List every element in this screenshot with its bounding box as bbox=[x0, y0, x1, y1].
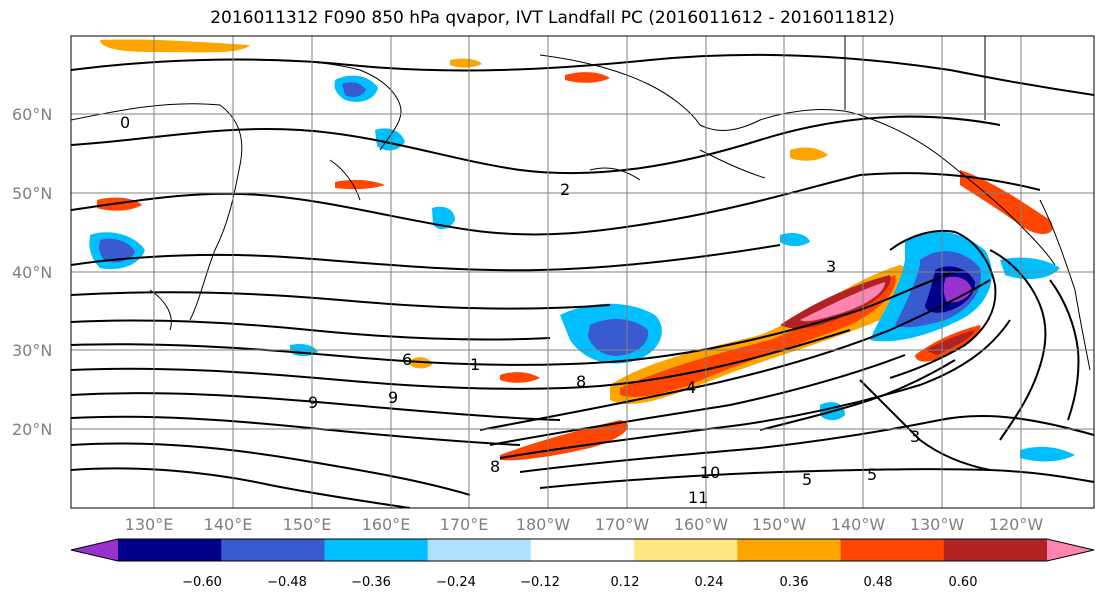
lon-label: 180°W bbox=[516, 515, 571, 534]
lon-label: 130°W bbox=[910, 515, 965, 534]
contour-label: 3 bbox=[826, 257, 836, 276]
ivt-contours bbox=[71, 53, 1094, 508]
contour-label: 0 bbox=[120, 113, 130, 132]
graticule bbox=[71, 36, 1094, 508]
colorbar-tick-label: −0.12 bbox=[520, 575, 560, 590]
lon-label: 170°W bbox=[595, 515, 650, 534]
coastlines bbox=[71, 36, 1091, 371]
contour-label: 5 bbox=[867, 465, 877, 484]
colorbar-segment bbox=[118, 539, 222, 561]
lon-label: 140°W bbox=[831, 515, 886, 534]
contour-label: 5 bbox=[802, 470, 812, 489]
colorbar-tick-label: 0.24 bbox=[695, 575, 724, 590]
lon-label: 120°W bbox=[989, 515, 1044, 534]
latitude-labels: 60°N 50°N 40°N 30°N 20°N bbox=[12, 105, 52, 439]
lat-label: 50°N bbox=[12, 184, 52, 203]
lat-label: 40°N bbox=[12, 263, 52, 282]
colorbar-tick-label: 0.36 bbox=[780, 575, 809, 590]
colorbar-segment bbox=[221, 539, 325, 561]
colorbar-tick-label: 0.60 bbox=[949, 575, 978, 590]
map-frame bbox=[70, 35, 1095, 509]
contour-label: 2 bbox=[560, 180, 570, 199]
lat-label: 30°N bbox=[12, 341, 52, 360]
contour-label: 4 bbox=[686, 378, 696, 397]
contour-label: 9 bbox=[308, 393, 318, 412]
contour-label: 8 bbox=[490, 457, 500, 476]
colorbar-segment bbox=[427, 539, 532, 561]
lon-label: 160°E bbox=[362, 515, 411, 534]
contour-label: 6 bbox=[402, 350, 412, 369]
colorbar-outline bbox=[70, 538, 1095, 562]
colorbar-segment bbox=[943, 539, 1048, 561]
longitude-labels: 130°E 140°E 150°E 160°E 170°E 180°W 170°… bbox=[125, 515, 1044, 534]
colorbar-tick-label: −0.36 bbox=[351, 575, 391, 590]
contour-label: 11 bbox=[688, 488, 708, 507]
contour-labels: 0 1 2 3 3 4 5 5 6 8 8 9 9 10 11 bbox=[120, 113, 920, 507]
colorbar-segment bbox=[324, 539, 429, 561]
colorbar-tick-labels: −0.60 −0.48 −0.36 −0.24 −0.12 0.12 0.24 … bbox=[182, 575, 977, 590]
map-plot-area: 0 1 2 3 3 4 5 5 6 8 8 9 9 10 11 bbox=[71, 36, 1094, 508]
lon-label: 150°W bbox=[752, 515, 807, 534]
lon-label: 140°E bbox=[204, 515, 253, 534]
lon-label: 170°E bbox=[440, 515, 489, 534]
contour-label: 3 bbox=[910, 427, 920, 446]
colorbar-tick-label: 0.48 bbox=[864, 575, 893, 590]
contour-label: 9 bbox=[388, 388, 398, 407]
colorbar-max-extension bbox=[1047, 539, 1094, 561]
colorbar-tick-label: −0.24 bbox=[436, 575, 476, 590]
negative-anomaly-shading bbox=[89, 75, 1075, 462]
colorbar-segment bbox=[530, 539, 635, 561]
contour-label: 10 bbox=[700, 463, 720, 482]
map-title: 2016011312 F090 850 hPa qvapor, IVT Land… bbox=[210, 8, 895, 28]
colorbar-tick-label: 0.12 bbox=[611, 575, 640, 590]
contour-label: 8 bbox=[576, 372, 586, 391]
lon-label: 150°E bbox=[283, 515, 332, 534]
lat-label: 60°N bbox=[12, 105, 52, 124]
colorbar-segment bbox=[634, 539, 738, 561]
colorbar-tick-label: −0.60 bbox=[182, 575, 222, 590]
colorbar-min-extension bbox=[71, 539, 118, 561]
contour-label: 1 bbox=[470, 355, 480, 374]
colorbar bbox=[70, 538, 1095, 562]
lon-label: 130°E bbox=[125, 515, 174, 534]
lon-label: 160°W bbox=[674, 515, 729, 534]
lat-label: 20°N bbox=[12, 420, 52, 439]
colorbar-tick-label: −0.48 bbox=[267, 575, 307, 590]
colorbar-segment bbox=[737, 539, 842, 561]
colorbar-segment bbox=[840, 539, 945, 561]
